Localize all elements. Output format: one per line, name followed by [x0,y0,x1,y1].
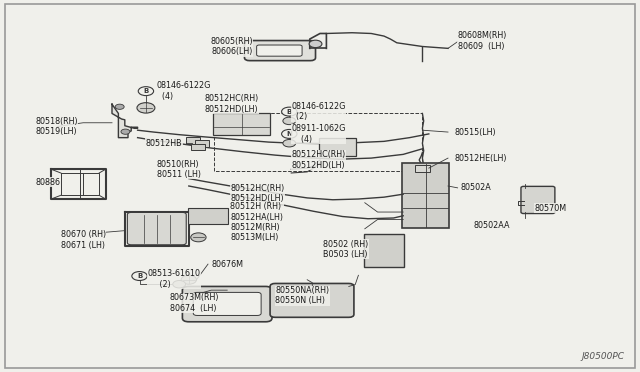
Text: 80886: 80886 [35,178,60,187]
FancyBboxPatch shape [257,45,302,56]
FancyBboxPatch shape [127,212,186,245]
Text: 80515(LH): 80515(LH) [454,128,496,137]
FancyBboxPatch shape [415,165,430,172]
FancyBboxPatch shape [402,163,449,228]
Text: 80512HE(LH): 80512HE(LH) [454,154,507,163]
Text: 08146-6122G
  (4): 08146-6122G (4) [157,81,211,101]
Text: 08146-6122G
  (2): 08146-6122G (2) [291,102,346,121]
Text: 80512HC(RH)
80512HD(LH): 80512HC(RH) 80512HD(LH) [291,150,346,170]
Text: B: B [287,109,292,115]
Text: 80512HC(RH)
80512HD(LH): 80512HC(RH) 80512HD(LH) [205,94,259,114]
Circle shape [132,272,147,280]
FancyBboxPatch shape [244,41,316,61]
Text: 80608M(RH)
80609  (LH): 80608M(RH) 80609 (LH) [458,31,507,51]
FancyBboxPatch shape [193,292,261,315]
Text: J80500PC: J80500PC [581,352,624,361]
Circle shape [191,233,206,242]
Text: 80502AA: 80502AA [474,221,510,230]
Circle shape [173,280,186,288]
Circle shape [137,103,155,113]
FancyBboxPatch shape [186,137,200,144]
Circle shape [282,129,297,138]
Text: 80512HB: 80512HB [146,139,182,148]
Text: 80570M: 80570M [534,204,566,213]
FancyBboxPatch shape [213,113,270,135]
FancyBboxPatch shape [319,138,356,156]
Text: B: B [143,88,148,94]
Circle shape [282,107,297,116]
Polygon shape [112,104,138,138]
FancyBboxPatch shape [182,286,272,322]
FancyBboxPatch shape [270,283,354,317]
FancyBboxPatch shape [521,186,555,214]
Circle shape [309,40,322,48]
Circle shape [283,140,296,147]
Circle shape [121,129,130,134]
Text: 80605(RH)
80606(LH): 80605(RH) 80606(LH) [210,37,253,56]
Text: 80502A: 80502A [461,183,492,192]
Text: 80518(RH)
80519(LH): 80518(RH) 80519(LH) [35,117,78,136]
FancyBboxPatch shape [364,234,404,267]
FancyBboxPatch shape [188,208,228,224]
Text: 08513-61610
     (2): 08513-61610 (2) [147,269,200,289]
Text: B: B [137,273,142,279]
Circle shape [115,104,124,109]
Text: 80670 (RH)
80671 (LH): 80670 (RH) 80671 (LH) [61,230,106,250]
Circle shape [138,87,154,96]
Text: N: N [286,131,292,137]
Text: 80673M(RH)
80674  (LH): 80673M(RH) 80674 (LH) [170,294,219,313]
Text: 80512M(RH)
80513M(LH): 80512M(RH) 80513M(LH) [230,223,280,242]
FancyBboxPatch shape [195,140,209,147]
Text: 80550NA(RH)
80550N (LH): 80550NA(RH) 80550N (LH) [275,286,330,305]
Text: 80676M: 80676M [211,260,243,269]
Text: 80512HC(RH)
80512HD(LH): 80512HC(RH) 80512HD(LH) [230,184,285,203]
Circle shape [181,275,196,284]
Text: 80510(RH)
80511 (LH): 80510(RH) 80511 (LH) [157,160,201,179]
Text: 80512H (RH)
80512HA(LH): 80512H (RH) 80512HA(LH) [230,202,284,222]
Text: 08911-1062G
    (4): 08911-1062G (4) [291,124,346,144]
Text: 80502 (RH)
B0503 (LH): 80502 (RH) B0503 (LH) [323,240,369,259]
FancyBboxPatch shape [191,144,205,150]
Circle shape [283,117,296,125]
